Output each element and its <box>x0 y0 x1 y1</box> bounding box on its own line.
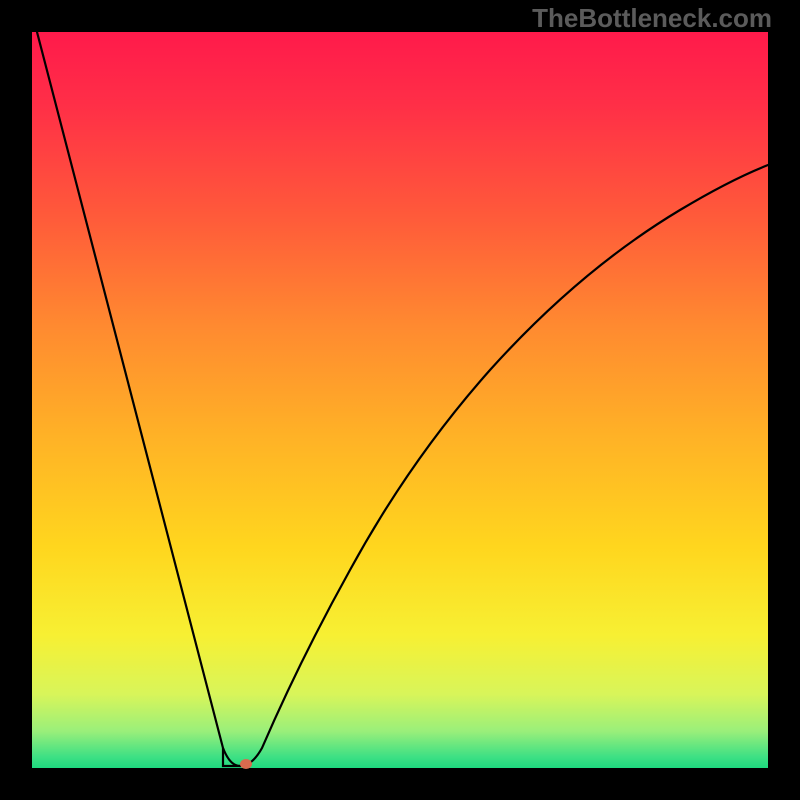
minimum-marker <box>240 759 252 769</box>
watermark-text: TheBottleneck.com <box>532 3 772 34</box>
bottleneck-curve <box>0 0 800 800</box>
curve-main <box>37 32 768 766</box>
